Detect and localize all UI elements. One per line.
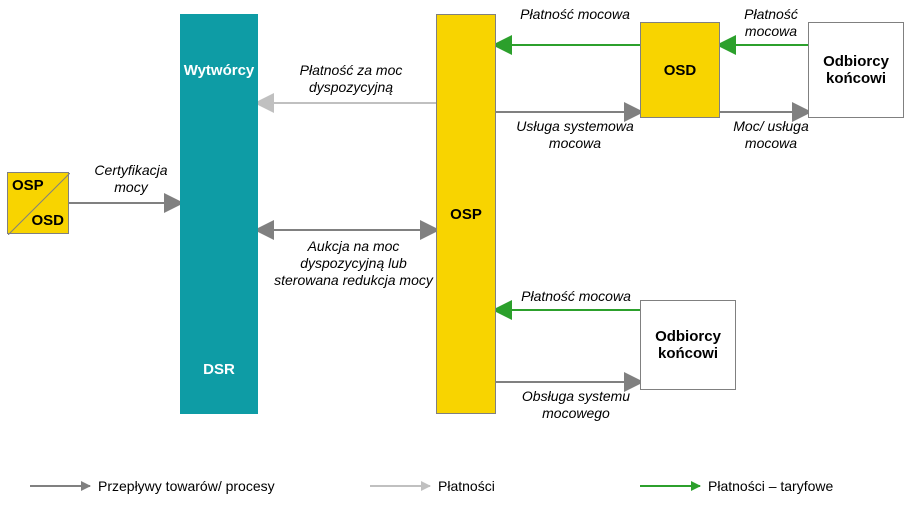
label-usluga-sys: Usługa systemowa mocowa xyxy=(510,118,640,152)
node-wytworcy: Wytwórcy xyxy=(180,14,258,324)
label-plat-moc-osd: Płatność mocowa xyxy=(726,6,816,40)
node-odbiorcy-bot: Odbiorcy końcowi xyxy=(640,300,736,390)
label-plat-moc-top: Płatność mocowa xyxy=(510,6,640,23)
label-plat-moc-bot: Płatność mocowa xyxy=(506,288,646,305)
label-obsluga: Obsługa systemu mocowego xyxy=(506,388,646,422)
node-odbiorcy-top: Odbiorcy końcowi xyxy=(808,22,904,118)
legend-item-tariff: Płatności – taryfowe xyxy=(640,478,833,494)
node-dsr: DSR xyxy=(180,324,258,414)
node-osp-osd-top: OSP xyxy=(12,177,44,194)
legend-arrow-gray xyxy=(30,485,90,487)
label-aukcja: Aukcja na moc dyspozycyjną lub sterowana… xyxy=(266,238,441,288)
legend-label-flows: Przepływy towarów/ procesy xyxy=(98,478,275,494)
node-odbiorcy-top-label: Odbiorcy końcowi xyxy=(809,53,903,87)
label-cert: Certyfikacja mocy xyxy=(76,162,186,196)
label-platnosc-dysp: Płatność za moc dyspozycyjną xyxy=(266,62,436,96)
node-osd-right-label: OSD xyxy=(664,62,697,79)
node-osp-osd: OSP OSD xyxy=(7,172,69,234)
legend-arrow-green xyxy=(640,485,700,487)
legend-item-flows: .legend:nth-of-type(1) .legend-arrow::af… xyxy=(30,478,275,494)
node-osd-right: OSD xyxy=(640,22,720,118)
legend-item-payments: Płatności xyxy=(370,478,495,494)
node-osp-center-label: OSP xyxy=(450,206,482,223)
node-dsr-label: DSR xyxy=(203,361,235,378)
label-moc-usluga: Moc/ usługa mocowa xyxy=(726,118,816,152)
legend-arrow-lgray xyxy=(370,485,430,487)
legend-label-payments: Płatności xyxy=(438,478,495,494)
node-osp-osd-bot: OSD xyxy=(31,212,64,229)
node-osp-center: OSP xyxy=(436,14,496,414)
node-wytworcy-label: Wytwórcy xyxy=(184,62,255,79)
legend-label-tariff: Płatności – taryfowe xyxy=(708,478,833,494)
node-odbiorcy-bot-label: Odbiorcy końcowi xyxy=(641,328,735,362)
